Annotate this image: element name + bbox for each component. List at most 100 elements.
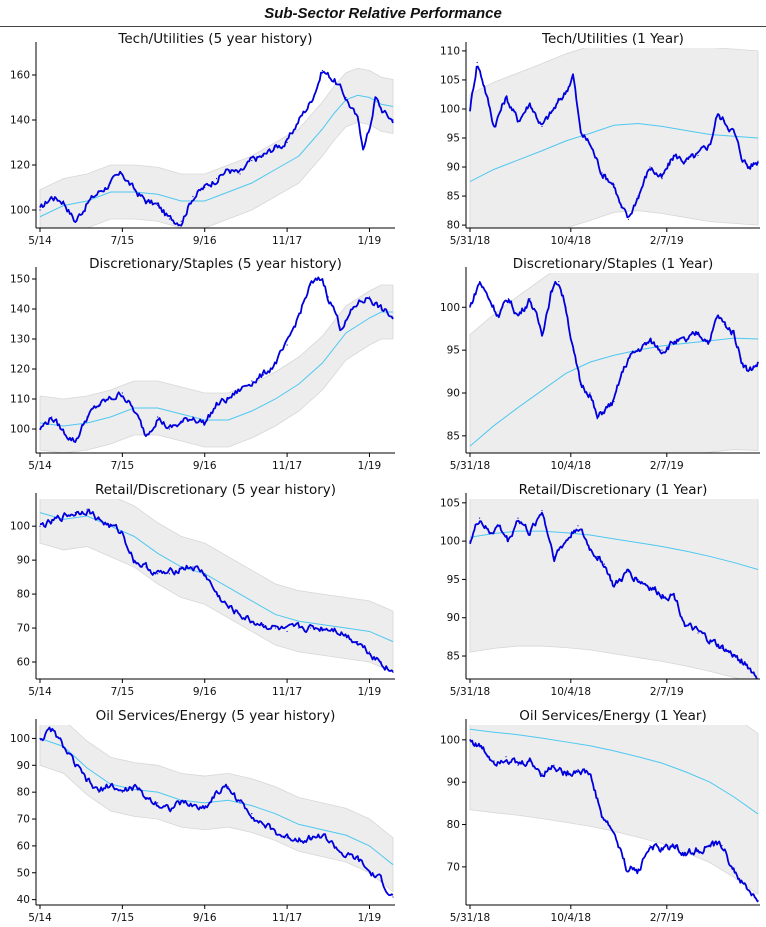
chart-title: Tech/Utilities (5 year history): [117, 31, 312, 47]
data-point: [227, 607, 229, 609]
data-point: [227, 398, 229, 400]
data-point: [380, 308, 382, 310]
data-point: [215, 177, 218, 180]
y-tick-label: 140: [10, 304, 30, 316]
x-tick-label: 5/31/18: [450, 460, 490, 472]
data-point: [649, 340, 651, 343]
data-point: [298, 314, 300, 316]
chart-retail-disc-1y: Retail/Discretionary (1 Year) 85 90 95 100 10…: [440, 482, 760, 698]
data-point: [180, 220, 182, 222]
data-point: [98, 191, 100, 193]
data-point: [596, 555, 598, 558]
x-tick-label: 10/4/18: [551, 912, 591, 924]
data-point: [321, 69, 323, 72]
data-point: [716, 315, 718, 317]
data-point: [620, 578, 622, 581]
data-point: [180, 422, 182, 424]
data-point: [488, 298, 490, 300]
y-tick-label: 100: [440, 103, 460, 115]
data-point: [553, 764, 555, 766]
chart-panel-tech-1y: Tech/Utilities (1 Year) 80 85 90 95 100 105 110…: [420, 28, 766, 250]
x-tick-label: 11/17: [272, 912, 302, 924]
data-point: [86, 202, 88, 204]
plot-area: [39, 499, 394, 673]
data-point: [723, 119, 725, 122]
data-point: [286, 141, 288, 144]
data-point: [98, 404, 100, 406]
data-point: [697, 154, 699, 157]
chart-title: Retail/Discretionary (5 year history): [95, 482, 336, 498]
data-point: [517, 119, 519, 122]
data-point: [745, 663, 747, 665]
data-point: [649, 166, 651, 168]
series-line-relative-performance: [39, 726, 394, 897]
data-point: [39, 525, 41, 527]
data-point: [180, 566, 182, 568]
chart-oil-energy-1y: Oil Services/Energy (1 Year) 70 80 90 100 5/3…: [440, 708, 760, 924]
data-point: [596, 418, 598, 420]
y-tick-label: 105: [440, 74, 460, 86]
data-point: [517, 764, 519, 766]
data-point: [649, 586, 651, 588]
data-point: [601, 172, 603, 174]
data-point: [697, 849, 699, 851]
y-tick-label: 85: [447, 191, 460, 203]
data-point: [298, 119, 300, 121]
data-point: [62, 200, 65, 202]
data-point: [227, 786, 229, 788]
y-tick-label: 100: [10, 521, 30, 533]
chart-tech-5y: Tech/Utilities (5 year history) 100 120 140…: [10, 31, 395, 247]
data-point: [374, 96, 376, 99]
data-point: [469, 306, 471, 308]
data-point: [479, 280, 481, 283]
data-point: [507, 540, 509, 542]
data-point: [227, 168, 229, 171]
data-point: [133, 189, 135, 191]
data-point: [368, 872, 371, 874]
data-point: [362, 146, 365, 148]
band-area: [469, 48, 759, 228]
y-tick-label: 85: [447, 651, 460, 663]
data-point: [262, 823, 265, 826]
y-tick-label: 95: [447, 345, 460, 357]
y-tick-label: 50: [17, 867, 30, 879]
y-tick-label: 140: [10, 115, 30, 127]
band-area: [39, 67, 394, 228]
data-point: [368, 651, 371, 653]
y-tick-label: 100: [10, 205, 30, 217]
data-point: [685, 853, 687, 855]
data-point: [747, 370, 749, 373]
x-tick-label: 9/16: [193, 912, 217, 924]
data-point: [558, 280, 560, 283]
data-point: [39, 209, 41, 211]
data-point: [661, 349, 663, 351]
band-area: [39, 725, 394, 893]
series-line-relative-performance: [40, 508, 394, 673]
series-line-moving-average: [469, 530, 759, 570]
data-point: [661, 849, 663, 851]
chart-title: Discretionary/Staples (5 year history): [89, 256, 342, 272]
y-tick-label: 80: [447, 819, 460, 831]
data-point: [310, 627, 312, 629]
data-point: [697, 632, 699, 634]
x-tick-label: 10/4/18: [551, 460, 591, 472]
data-point: [529, 760, 531, 762]
x-tick-label: 1/19: [358, 235, 382, 247]
chart-panel-retail-disc-1y: Retail/Discretionary (1 Year) 85 90 95 100 10…: [420, 479, 766, 701]
data-point: [110, 525, 112, 527]
data-point: [145, 796, 147, 799]
data-point: [339, 326, 341, 328]
y-tick-label: 150: [10, 274, 30, 286]
y-tick-label: 90: [447, 777, 460, 789]
data-point: [572, 73, 574, 75]
data-point: [733, 131, 735, 133]
data-point: [204, 573, 206, 575]
data-point: [262, 155, 265, 157]
data-point: [333, 627, 335, 629]
data-point: [541, 509, 543, 512]
data-point: [145, 566, 147, 568]
data-point: [157, 802, 159, 804]
data-point: [262, 374, 265, 376]
data-point: [239, 173, 241, 175]
data-point: [620, 375, 622, 377]
